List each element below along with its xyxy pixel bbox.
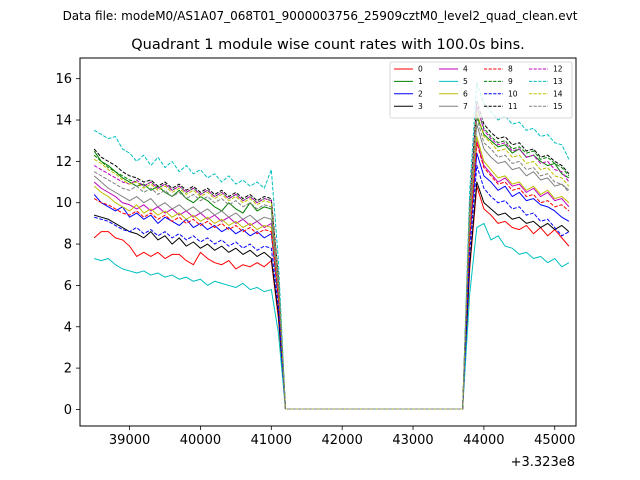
x-tick-label: 43000 — [392, 433, 433, 448]
x-tick-label: 44000 — [463, 433, 504, 448]
legend-label-5: 5 — [463, 77, 468, 86]
series-line-5 — [94, 222, 570, 410]
series-line-13 — [93, 82, 570, 410]
x-tick-label: 39000 — [109, 433, 150, 448]
legend-label-12: 12 — [553, 65, 563, 74]
legend-label-3: 3 — [418, 102, 423, 111]
series-line-4 — [93, 140, 570, 410]
data-file-label: Data file: modeM0/AS1A07_068T01_90000037… — [63, 9, 578, 23]
y-tick-label: 0 — [64, 403, 72, 418]
y-tick-label: 4 — [64, 320, 72, 335]
x-tick-label: 45000 — [534, 433, 575, 448]
series-line-0 — [93, 185, 570, 410]
plot-frame — [79, 57, 577, 427]
legend-label-2: 2 — [418, 90, 423, 99]
series-line-2 — [93, 152, 570, 410]
legend-label-10: 10 — [508, 90, 518, 99]
legend-label-0: 0 — [418, 65, 423, 74]
x-offset-label: +3.323e8 — [511, 455, 575, 470]
ticks-layer: 39000 40000 41000 42000 43000 44000 45000 0 2 4 6 8… — [55, 72, 575, 448]
legend-label-4: 4 — [463, 65, 468, 74]
y-tick-label: 2 — [64, 362, 72, 377]
y-tick-label: 12 — [55, 155, 72, 170]
legend-box — [389, 61, 573, 119]
y-tick-label: 14 — [55, 114, 72, 129]
legend-label-14: 14 — [553, 90, 563, 99]
series-line-3 — [94, 181, 570, 410]
x-tick-label: 42000 — [321, 433, 362, 448]
legend-label-13: 13 — [553, 77, 563, 86]
chart-title: Quadrant 1 module wise count rates with … — [131, 37, 525, 53]
series-line-15 — [93, 117, 570, 410]
y-tick-label: 8 — [64, 238, 72, 253]
y-tick-label: 16 — [55, 72, 72, 87]
series-line-8 — [93, 142, 570, 410]
series-line-6 — [93, 136, 570, 410]
legend-label-15: 15 — [553, 102, 563, 111]
legend-label-6: 6 — [463, 90, 468, 99]
series-layer — [93, 82, 570, 410]
x-tick-label: 41000 — [251, 433, 292, 448]
series-line-12 — [93, 105, 570, 410]
series-line-14 — [93, 111, 570, 410]
legend-label-11: 11 — [508, 102, 518, 111]
y-tick-label: 6 — [64, 279, 72, 294]
legend-label-9: 9 — [508, 77, 513, 86]
legend-label-7: 7 — [463, 102, 468, 111]
legend-label-1: 1 — [418, 77, 423, 86]
y-tick-label: 10 — [55, 196, 72, 211]
legend-label-8: 8 — [508, 65, 513, 74]
series-line-11 — [93, 100, 570, 410]
x-tick-label: 40000 — [180, 433, 221, 448]
series-line-10 — [94, 165, 570, 410]
series-line-7 — [93, 123, 570, 410]
